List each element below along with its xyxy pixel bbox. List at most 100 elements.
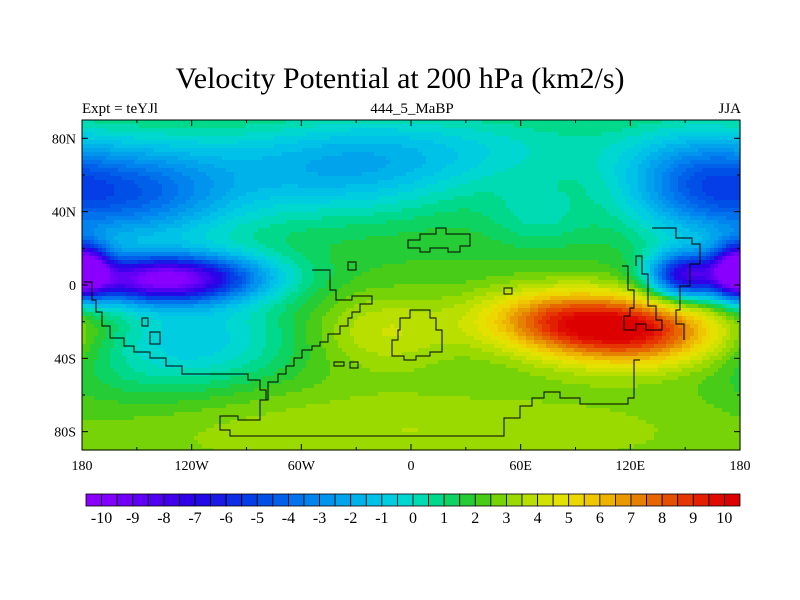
field-cell <box>182 184 187 189</box>
field-cell <box>134 216 139 221</box>
field-cell <box>390 228 395 233</box>
field-cell <box>162 184 167 189</box>
field-cell <box>606 220 611 225</box>
field-cell <box>598 228 603 233</box>
field-cell <box>634 184 639 189</box>
field-cell <box>226 148 231 153</box>
field-cell <box>650 224 655 229</box>
field-cell <box>286 220 291 225</box>
field-cell <box>374 180 379 185</box>
field-cell <box>618 120 623 125</box>
field-cell <box>210 160 215 165</box>
field-cell <box>462 228 467 233</box>
field-cell <box>186 160 191 165</box>
field-cell <box>298 156 303 161</box>
field-cell <box>602 188 607 193</box>
field-cell <box>598 224 603 229</box>
field-cell <box>614 136 619 141</box>
field-cell <box>718 148 723 153</box>
field-cell <box>546 224 551 229</box>
field-cell <box>334 160 339 165</box>
field-cell <box>714 212 719 217</box>
field-cell <box>102 212 107 217</box>
field-cell <box>510 220 515 225</box>
field-cell <box>118 120 123 125</box>
field-cell <box>386 212 391 217</box>
field-cell <box>574 228 579 233</box>
field-cell <box>350 168 355 173</box>
field-cell <box>190 160 195 165</box>
field-cell <box>358 136 363 141</box>
field-cell <box>426 120 431 125</box>
field-cell <box>306 160 311 165</box>
field-cell <box>274 160 279 165</box>
field-cell <box>354 180 359 185</box>
field-cell <box>494 188 499 193</box>
field-cell <box>282 148 287 153</box>
field-cell <box>250 140 255 145</box>
field-cell <box>334 216 339 221</box>
field-cell <box>478 124 483 129</box>
field-cell <box>170 176 175 181</box>
field-cell <box>554 160 559 165</box>
field-cell <box>398 208 403 213</box>
field-cell <box>450 124 455 129</box>
field-cell <box>90 220 95 225</box>
field-cell <box>514 176 519 181</box>
field-cell <box>618 192 623 197</box>
field-cell <box>638 188 643 193</box>
field-cell <box>682 200 687 205</box>
field-cell <box>574 124 579 129</box>
field-cell <box>610 180 615 185</box>
field-cell <box>318 232 323 237</box>
field-cell <box>558 196 563 201</box>
field-cell <box>502 148 507 153</box>
field-cell <box>310 176 315 181</box>
field-cell <box>134 236 139 241</box>
field-cell <box>494 176 499 181</box>
field-cell <box>278 136 283 141</box>
field-cell <box>678 188 683 193</box>
field-cell <box>146 128 151 133</box>
field-cell <box>370 168 375 173</box>
field-cell <box>378 164 383 169</box>
field-cell <box>594 160 599 165</box>
field-cell <box>86 180 91 185</box>
field-cell <box>446 236 451 241</box>
field-cell <box>358 192 363 197</box>
field-cell <box>542 220 547 225</box>
field-cell <box>506 144 511 149</box>
field-cell <box>494 172 499 177</box>
field-cell <box>174 148 179 153</box>
field-cell <box>82 188 87 193</box>
field-cell <box>450 156 455 161</box>
contour-field <box>82 120 741 451</box>
field-cell <box>106 128 111 133</box>
field-cell <box>434 212 439 217</box>
field-cell <box>694 228 699 233</box>
field-cell <box>498 236 503 241</box>
field-cell <box>142 192 147 197</box>
field-cell <box>126 136 131 141</box>
field-cell <box>242 192 247 197</box>
field-cell <box>126 220 131 225</box>
field-cell <box>422 160 427 165</box>
field-cell <box>418 180 423 185</box>
field-cell <box>342 124 347 129</box>
field-cell <box>246 188 251 193</box>
field-cell <box>722 184 727 189</box>
field-cell <box>250 216 255 221</box>
field-cell <box>366 140 371 145</box>
field-cell <box>374 200 379 205</box>
field-cell <box>210 120 215 125</box>
field-cell <box>178 228 183 233</box>
field-cell <box>546 212 551 217</box>
field-cell <box>614 176 619 181</box>
field-cell <box>270 128 275 133</box>
field-cell <box>94 184 99 189</box>
field-cell <box>486 208 491 213</box>
field-cell <box>498 192 503 197</box>
field-cell <box>306 224 311 229</box>
field-cell <box>738 176 741 181</box>
field-cell <box>194 200 199 205</box>
